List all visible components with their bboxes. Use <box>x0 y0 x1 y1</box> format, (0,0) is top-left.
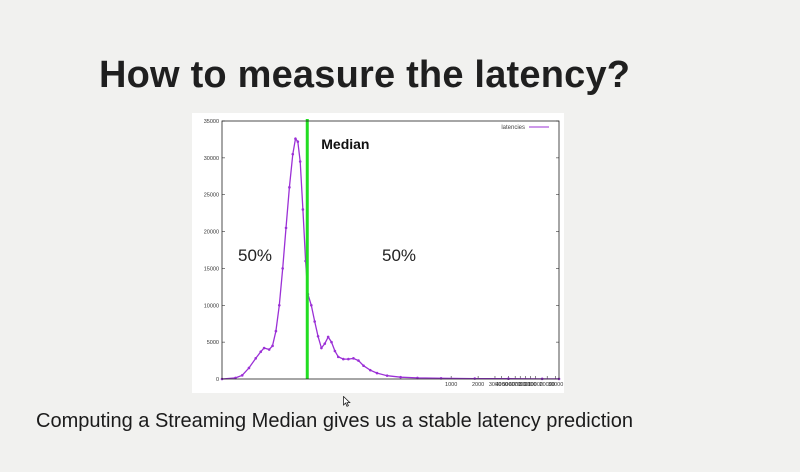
data-point <box>326 335 330 339</box>
x-tick-label: 2000 <box>472 382 484 388</box>
data-point <box>320 346 323 350</box>
data-point <box>277 303 281 307</box>
data-point <box>375 371 379 375</box>
chart-legend: latencies <box>501 125 549 131</box>
data-point <box>281 267 284 270</box>
data-point <box>296 140 300 143</box>
latency-chart-svg: 0 5000 10000 15000 20000 25000 30000 35000 1000 2… <box>204 119 563 388</box>
y-tick-label: 30000 <box>204 156 219 162</box>
data-point <box>288 186 291 189</box>
data-point <box>298 160 302 163</box>
x-tick-label: 5000 <box>502 382 514 388</box>
data-point <box>323 342 327 345</box>
x-tick-label: 9000 <box>524 382 536 388</box>
data-point <box>271 344 274 348</box>
data-point <box>262 346 266 350</box>
median-label: Median <box>321 136 369 152</box>
x-tick-label: 4000 <box>496 382 508 388</box>
right-percent-label: 50% <box>382 246 416 265</box>
data-point <box>247 366 251 370</box>
data-point <box>352 357 355 360</box>
data-point <box>294 137 297 140</box>
data-point <box>336 355 340 359</box>
data-point <box>342 357 345 361</box>
y-tick-label: 25000 <box>204 193 219 199</box>
x-tick-label: 30000 <box>548 382 563 388</box>
data-point <box>385 374 389 377</box>
data-point <box>316 334 320 338</box>
data-point <box>368 368 372 372</box>
x-tick-label: 3000 <box>489 382 501 388</box>
data-point <box>313 320 316 323</box>
data-point <box>254 357 257 360</box>
mouse-pointer-icon <box>343 396 351 407</box>
data-point <box>240 374 244 377</box>
data-point <box>291 152 295 156</box>
data-point <box>399 375 402 379</box>
plot-border <box>221 120 560 380</box>
data-point <box>357 359 360 362</box>
x-tick-label: 8000 <box>519 382 531 388</box>
x-tick-label: 1000 <box>445 382 457 388</box>
slide-title: How to measure the latency? <box>99 54 631 96</box>
slide-caption: Computing a Streaming Median gives us a … <box>36 410 633 432</box>
data-point <box>267 348 271 351</box>
data-point <box>333 349 337 353</box>
data-point <box>259 350 263 354</box>
y-tick-label: 20000 <box>204 230 219 236</box>
data-point <box>347 357 350 361</box>
data-point <box>310 303 313 307</box>
y-tick-label: 15000 <box>204 266 219 272</box>
y-tick-label: 10000 <box>204 303 219 309</box>
y-tick-label: 35000 <box>204 119 219 125</box>
x-tick-label: 6000 <box>509 382 521 388</box>
data-point <box>362 364 365 368</box>
data-point <box>330 340 333 344</box>
data-point <box>301 208 305 211</box>
left-percent-label: 50% <box>238 246 272 265</box>
y-tick-label: 0 <box>216 377 219 383</box>
x-tick-label: 10000 <box>528 382 543 388</box>
data-point <box>234 376 237 380</box>
data-point <box>284 226 288 230</box>
legend-label: latencies <box>501 125 525 131</box>
y-tick-label: 5000 <box>207 340 219 346</box>
latency-chart: 0 5000 10000 15000 20000 25000 30000 35000 1000 2… <box>192 113 564 393</box>
data-point <box>416 376 419 380</box>
x-tick-label: 20000 <box>540 382 555 388</box>
x-tick-label: 7000 <box>514 382 526 388</box>
data-point <box>473 377 477 380</box>
data-point <box>274 329 278 333</box>
